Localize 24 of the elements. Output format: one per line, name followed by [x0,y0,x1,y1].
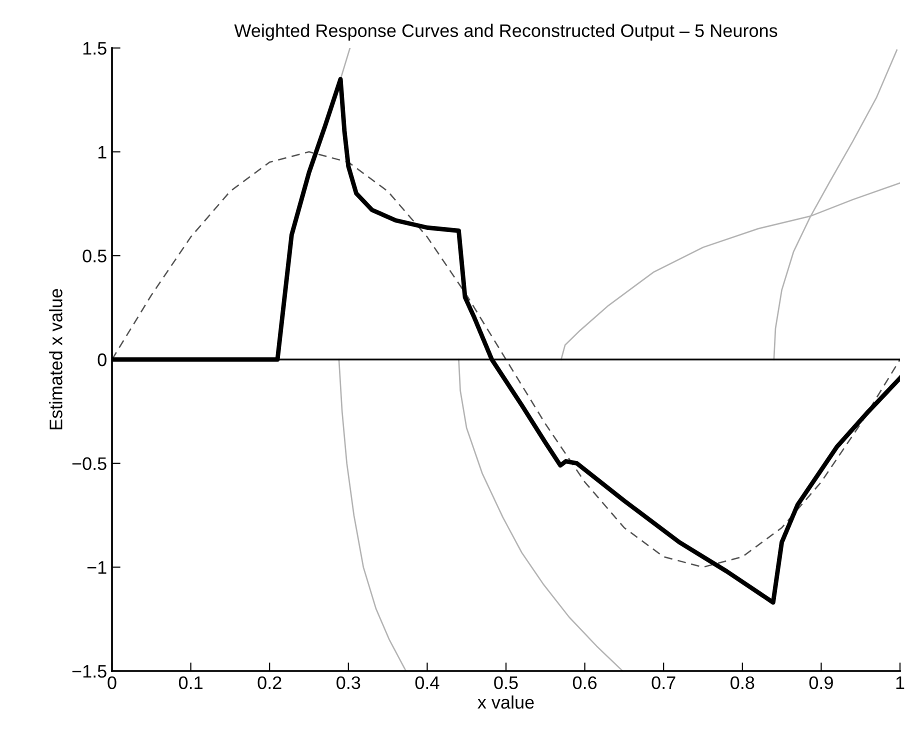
line-series [458,358,624,671]
y-axis-title: Estimated x value [49,289,62,430]
x-axis-title: x value [478,695,534,709]
line-series [338,358,407,671]
y-tick-label: −1.5 [72,665,106,678]
x-tick-label: 0.8 [730,676,754,690]
x-tick-label: 0 [108,676,116,690]
x-tick-label: 0.1 [178,676,202,690]
x-tick-label: 0.7 [652,676,676,690]
chart-title: Weighted Response Curves and Reconstructed Output – 5 Neurons [234,24,778,41]
y-tick-label: 1.5 [83,42,106,55]
x-tick-label: 0.9 [809,676,833,690]
y-tick-label: 1 [98,146,106,158]
x-tick-label: 0.5 [494,676,518,690]
y-tick-label: 0.5 [82,250,106,262]
y-tick-label: 0 [98,353,106,366]
x-tick-label: 0.3 [336,676,360,690]
y-tick-label: −0.5 [72,457,106,470]
line-series [112,151,900,568]
x-tick-label: 0.4 [415,676,440,690]
x-tick-label: 0.6 [572,676,597,690]
x-tick-label: 1 [896,676,904,689]
y-tick-label: −1 [87,561,106,574]
x-tick-label: 0.2 [258,676,282,690]
